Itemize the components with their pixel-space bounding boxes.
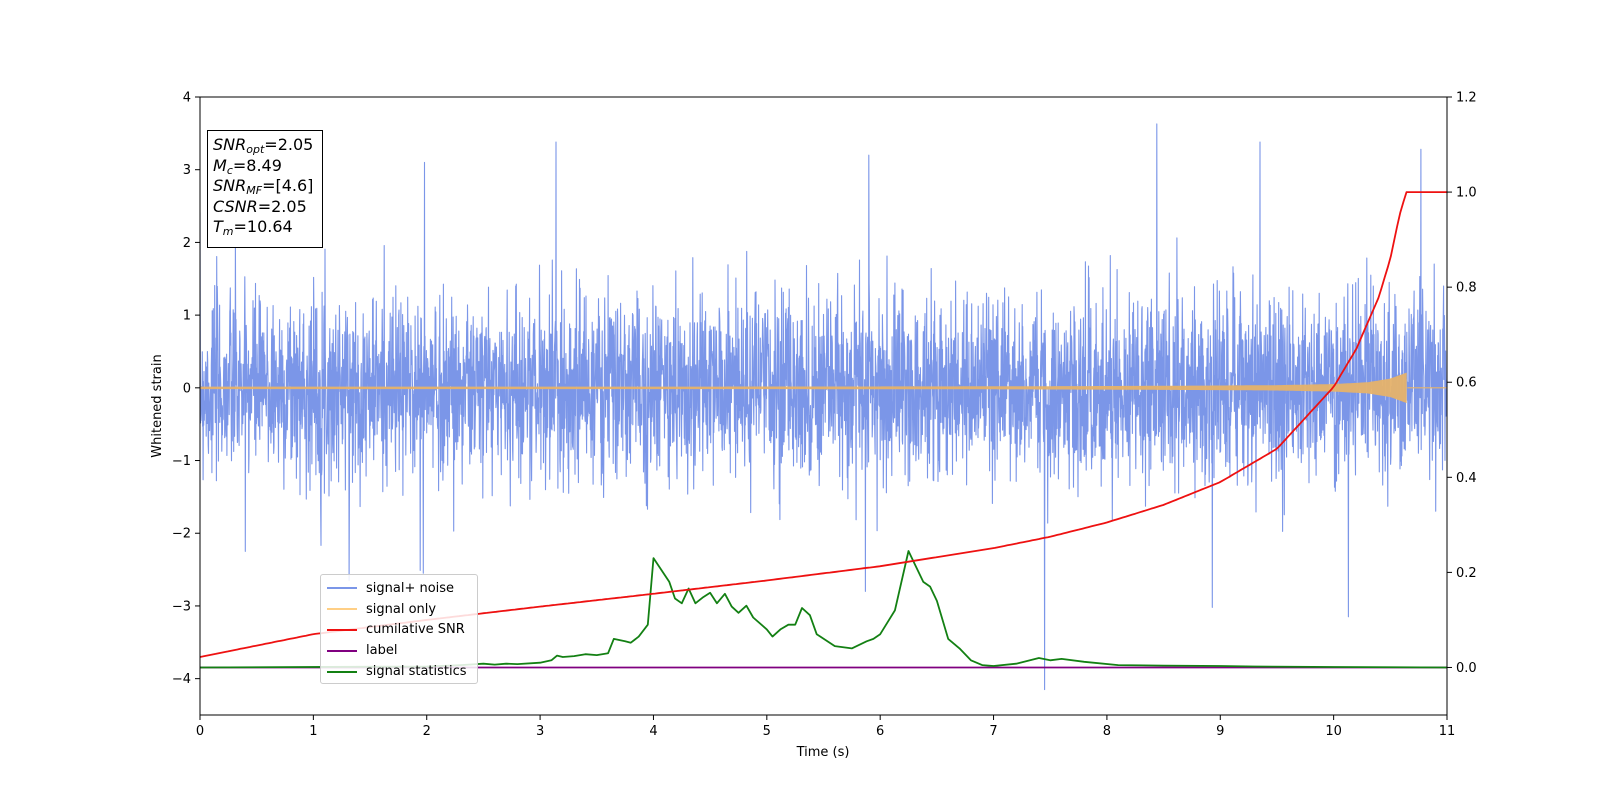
legend-swatch-label (327, 649, 357, 652)
mc-subscript: c (226, 163, 233, 177)
y-axis-right: 1.2 1.0 0.8 0.6 0.4 0.2 0.0 (1447, 91, 1477, 676)
y-right-tick-label: 0.4 (1456, 471, 1477, 486)
y-right-tick-label: 1.0 (1456, 186, 1477, 201)
legend-label-cumulative-snr: cumilative SNR (366, 622, 465, 638)
x-tick-label: 10 (1325, 724, 1342, 739)
tm-value: =10.64 (233, 217, 293, 236)
y-left-tick-label: 3 (183, 163, 191, 178)
legend-item-label: label (327, 640, 471, 661)
tm-line: Tm=10.64 (213, 217, 322, 238)
y-left-tick-label: 4 (183, 91, 191, 106)
y-left-tick-label: −3 (172, 599, 191, 614)
snr-mf-line: SNRMF=[4.6] (213, 176, 322, 197)
legend: signal+ noise signal only cumilative SNR… (320, 574, 478, 684)
legend-label-signal-noise: signal+ noise (366, 580, 455, 596)
x-tick-label: 6 (876, 724, 884, 739)
y-left-tick-label: −1 (172, 454, 191, 469)
x-tick-label: 9 (1216, 724, 1224, 739)
y-axis-left: 4 3 2 1 0 −1 −2 −3 −4 (172, 91, 200, 687)
tm-subscript: m (222, 225, 234, 238)
legend-item-signal-statistics: signal statistics (327, 661, 471, 682)
legend-item-signal-noise: signal+ noise (327, 578, 471, 599)
snr-mf-label: SNR (213, 176, 247, 195)
snr-mf-subscript: MF (246, 184, 263, 197)
csnr-line: CSNR=2.05 (213, 197, 322, 218)
legend-label-signal-only: signal only (366, 601, 437, 617)
y-right-tick-label: 0.2 (1456, 566, 1477, 581)
x-tick-label: 4 (649, 724, 657, 739)
mc-line: Mc=8.49 (213, 156, 322, 177)
mc-value: =8.49 (232, 155, 282, 175)
series-signal-statistics (200, 550, 1447, 669)
x-tick-label: 11 (1439, 724, 1456, 739)
x-axis: 0 1 2 3 4 5 6 7 8 9 10 11 (196, 715, 1455, 739)
x-tick-label: 7 (989, 724, 997, 739)
stats-annotation-box: SNRopt=2.05 Mc=8.49 SNRMF=[4.6] CSNR=2.0… (207, 130, 323, 248)
legend-item-cumulative-snr: cumilative SNR (327, 620, 471, 641)
y-right-tick-label: 0.6 (1456, 376, 1477, 391)
plot-frame (199, 96, 1448, 716)
mc-label: M (213, 155, 227, 175)
snr-opt-label: SNR (213, 135, 247, 154)
legend-label-label: label (366, 643, 398, 659)
series-signal-only (200, 372, 1407, 404)
y-right-tick-label: 1.2 (1456, 91, 1477, 106)
legend-swatch-cumulative-snr (327, 628, 357, 631)
tm-label: T (213, 217, 223, 236)
legend-label-signal-statistics: signal statistics (366, 664, 467, 680)
csnr-value: =2.05 (257, 196, 307, 216)
x-axis-label: Time (s) (796, 745, 850, 760)
series-signal-noise (200, 123, 1447, 691)
snr-opt-subscript: opt (246, 143, 265, 156)
x-tick-label: 3 (536, 724, 544, 739)
x-tick-label: 1 (309, 724, 317, 739)
y-left-tick-label: 2 (183, 236, 191, 251)
snr-opt-line: SNRopt=2.05 (213, 135, 322, 156)
y-right-tick-label: 0.0 (1456, 661, 1477, 676)
x-tick-label: 0 (196, 724, 204, 739)
y-left-tick-label: −2 (172, 527, 191, 542)
x-tick-label: 5 (763, 724, 771, 739)
y-axis-label: Whitened strain (150, 354, 165, 457)
y-left-tick-label: 0 (183, 381, 191, 396)
legend-swatch-signal-noise (327, 587, 357, 590)
y-right-tick-label: 0.8 (1456, 281, 1477, 296)
legend-item-signal-only: signal only (327, 599, 471, 620)
x-tick-label: 2 (423, 724, 431, 739)
snr-mf-value: =[4.6] (262, 176, 314, 195)
y-left-tick-label: −4 (172, 672, 191, 687)
legend-swatch-signal-statistics (327, 670, 357, 673)
legend-swatch-signal-only (327, 608, 357, 611)
y-left-tick-label: 1 (183, 309, 191, 324)
x-tick-label: 8 (1103, 724, 1111, 739)
csnr-label: CSNR (213, 196, 258, 216)
snr-opt-value: =2.05 (264, 135, 314, 154)
